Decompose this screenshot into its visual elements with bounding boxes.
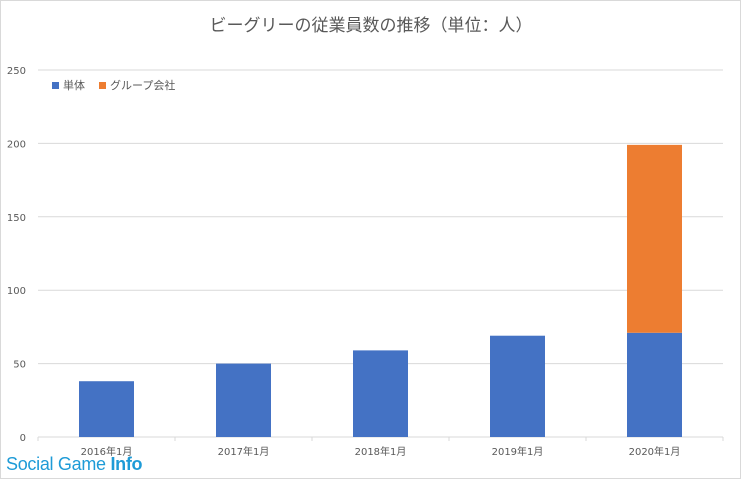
y-axis-ticks: 0 50 100 150 200 250	[7, 66, 26, 444]
legend-label-0: 単体	[63, 78, 85, 92]
watermark-text-bold: Info	[110, 454, 143, 474]
y-tick-label: 150	[7, 213, 26, 224]
bar-standalone-1	[216, 363, 271, 437]
chart-title: ビーグリーの従業員数の推移（単位：人）	[210, 16, 533, 36]
watermark-logo: Social Game Info	[6, 454, 143, 475]
x-tick-label: 2017年1月	[218, 445, 270, 458]
x-tick-label: 2016年1月	[81, 445, 133, 458]
bar-standalone-0	[79, 381, 134, 437]
gridlines	[37, 69, 724, 441]
bars	[79, 144, 682, 437]
y-tick-label: 50	[13, 360, 26, 371]
x-tick-label: 2018年1月	[355, 445, 407, 458]
y-tick-label: 100	[7, 286, 26, 297]
x-tick-label: 2020年1月	[629, 445, 681, 458]
legend-swatch-0	[52, 82, 59, 89]
legend-label-1: グループ会社	[110, 78, 175, 92]
legend: 単体 グループ会社	[52, 78, 175, 92]
legend-swatch-1	[99, 82, 106, 89]
bar-standalone-2	[353, 350, 408, 437]
y-tick-label: 0	[20, 433, 26, 444]
bar-standalone-3	[490, 335, 545, 437]
bar-group-4	[627, 144, 682, 333]
watermark-text-regular: Social Game	[6, 454, 111, 474]
y-tick-label: 200	[7, 139, 26, 150]
x-tick-label: 2019年1月	[492, 445, 544, 458]
y-tick-label: 250	[7, 66, 26, 77]
bar-standalone-4	[627, 332, 682, 437]
x-axis-ticks: 2016年1月 2017年1月 2018年1月 2019年1月 2020年1月	[81, 445, 681, 458]
